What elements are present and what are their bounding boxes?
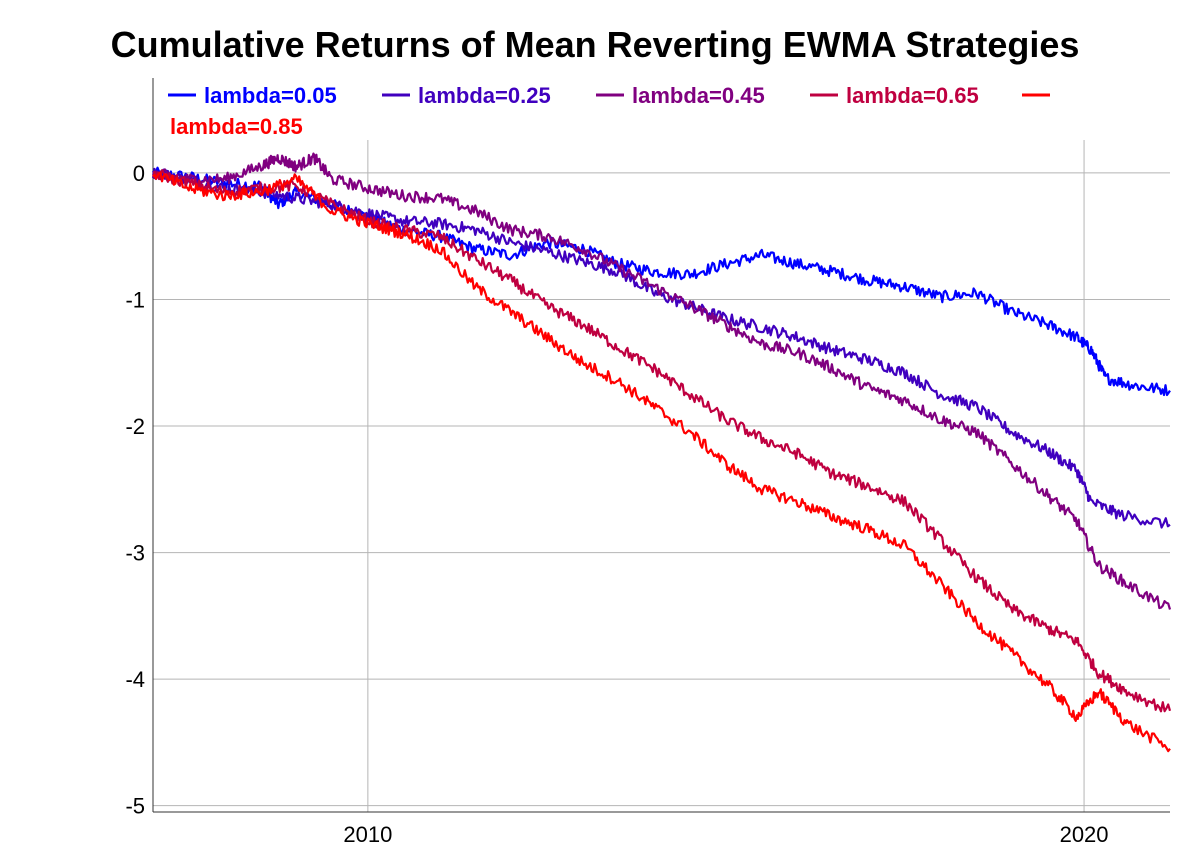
chart-title: Cumulative Returns of Mean Reverting EWM… <box>111 24 1080 65</box>
series-line-1 <box>151 167 1171 529</box>
x-tick-label: 2020 <box>1060 822 1109 847</box>
legend-label: lambda=0.25 <box>418 83 551 108</box>
y-tick-label: -2 <box>125 414 145 439</box>
series-line-2 <box>151 152 1172 610</box>
y-tick-label: 0 <box>133 161 145 186</box>
grid-lines <box>153 140 1170 812</box>
series-line-4 <box>152 171 1171 753</box>
series-line-3 <box>152 169 1172 713</box>
x-tick-label: 2010 <box>343 822 392 847</box>
axes: 0 -1 -2 -3 -4 -5 2010 2020 <box>125 78 1170 847</box>
series-line-0 <box>151 166 1171 397</box>
legend-label: lambda=0.05 <box>204 83 337 108</box>
legend-label: lambda=0.65 <box>846 83 979 108</box>
y-tick-label: -1 <box>125 287 145 312</box>
series-lines <box>151 152 1172 753</box>
y-tick-label: -5 <box>125 794 145 819</box>
y-tick-label: -3 <box>125 541 145 566</box>
legend-label: lambda=0.45 <box>632 83 765 108</box>
legend: lambda=0.05 lambda=0.25 lambda=0.45 lambda=… <box>168 83 1050 139</box>
y-tick-label: -4 <box>125 667 145 692</box>
legend-label: lambda=0.85 <box>170 114 303 139</box>
